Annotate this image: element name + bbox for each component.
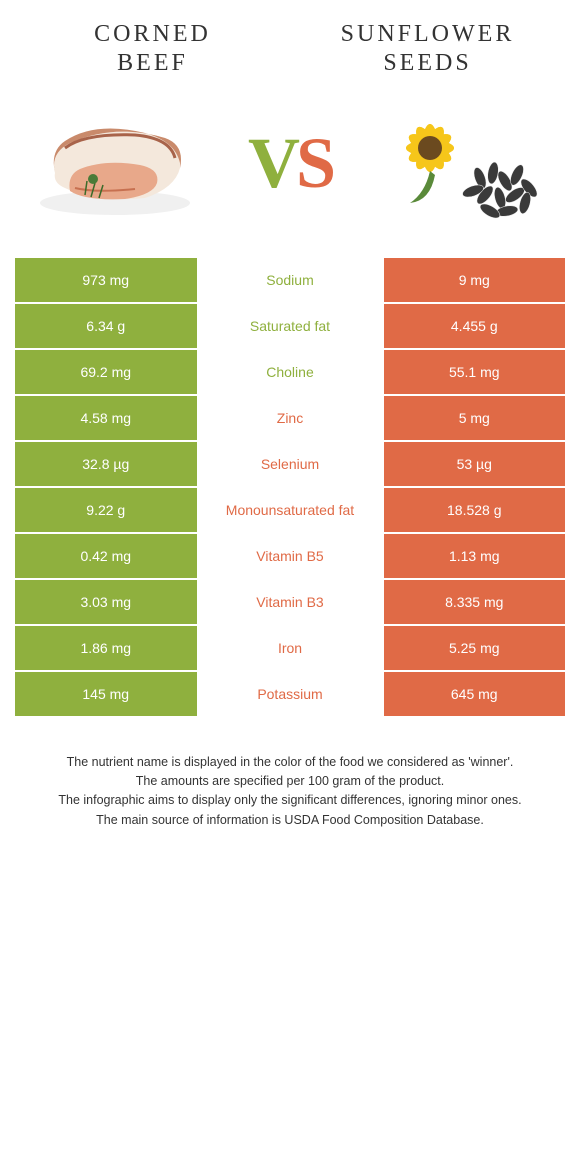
right-value: 4.455 g: [384, 304, 566, 348]
nutrient-label: Potassium: [197, 672, 384, 716]
table-row: 145 mgPotassium645 mg: [15, 672, 565, 718]
left-value: 4.58 mg: [15, 396, 197, 440]
right-value: 1.13 mg: [384, 534, 566, 578]
nutrient-label: Sodium: [197, 258, 384, 302]
table-row: 6.34 gSaturated fat4.455 g: [15, 304, 565, 350]
left-value: 6.34 g: [15, 304, 197, 348]
nutrient-label: Monounsaturated fat: [197, 488, 384, 532]
right-value: 53 µg: [384, 442, 566, 486]
table-row: 32.8 µgSelenium53 µg: [15, 442, 565, 488]
nutrient-label: Selenium: [197, 442, 384, 486]
table-row: 4.58 mgZinc5 mg: [15, 396, 565, 442]
corned-beef-image: [25, 103, 205, 223]
footer-line: The infographic aims to display only the…: [25, 791, 555, 810]
right-value: 55.1 mg: [384, 350, 566, 394]
titles-row: CORNED BEEF SUNFLOWER SEEDS: [15, 20, 565, 78]
comparison-table: 973 mgSodium9 mg6.34 gSaturated fat4.455…: [15, 258, 565, 718]
nutrient-label: Zinc: [197, 396, 384, 440]
left-value: 32.8 µg: [15, 442, 197, 486]
left-value: 3.03 mg: [15, 580, 197, 624]
left-value: 9.22 g: [15, 488, 197, 532]
footer-line: The nutrient name is displayed in the co…: [25, 753, 555, 772]
title-left: CORNED BEEF: [29, 20, 277, 78]
left-value: 1.86 mg: [15, 626, 197, 670]
table-row: 9.22 gMonounsaturated fat18.528 g: [15, 488, 565, 534]
sunflower-seeds-image: [375, 103, 555, 223]
title-right: SUNFLOWER SEEDS: [304, 20, 552, 78]
left-value: 69.2 mg: [15, 350, 197, 394]
right-value: 9 mg: [384, 258, 566, 302]
footer-line: The main source of information is USDA F…: [25, 811, 555, 830]
table-row: 3.03 mgVitamin B38.335 mg: [15, 580, 565, 626]
footer-notes: The nutrient name is displayed in the co…: [15, 753, 565, 831]
table-row: 1.86 mgIron5.25 mg: [15, 626, 565, 672]
table-row: 0.42 mgVitamin B51.13 mg: [15, 534, 565, 580]
left-value: 973 mg: [15, 258, 197, 302]
left-value: 0.42 mg: [15, 534, 197, 578]
vs-s: S: [296, 123, 332, 203]
right-value: 5.25 mg: [384, 626, 566, 670]
table-row: 69.2 mgCholine55.1 mg: [15, 350, 565, 396]
table-row: 973 mgSodium9 mg: [15, 258, 565, 304]
right-value: 8.335 mg: [384, 580, 566, 624]
nutrient-label: Vitamin B3: [197, 580, 384, 624]
footer-line: The amounts are specified per 100 gram o…: [25, 772, 555, 791]
vs-v: V: [248, 123, 296, 203]
vs-label: VS: [248, 127, 332, 199]
nutrient-label: Iron: [197, 626, 384, 670]
left-value: 145 mg: [15, 672, 197, 716]
right-value: 645 mg: [384, 672, 566, 716]
right-value: 5 mg: [384, 396, 566, 440]
hero-row: VS: [15, 103, 565, 223]
nutrient-label: Choline: [197, 350, 384, 394]
nutrient-label: Vitamin B5: [197, 534, 384, 578]
nutrient-label: Saturated fat: [197, 304, 384, 348]
right-value: 18.528 g: [384, 488, 566, 532]
